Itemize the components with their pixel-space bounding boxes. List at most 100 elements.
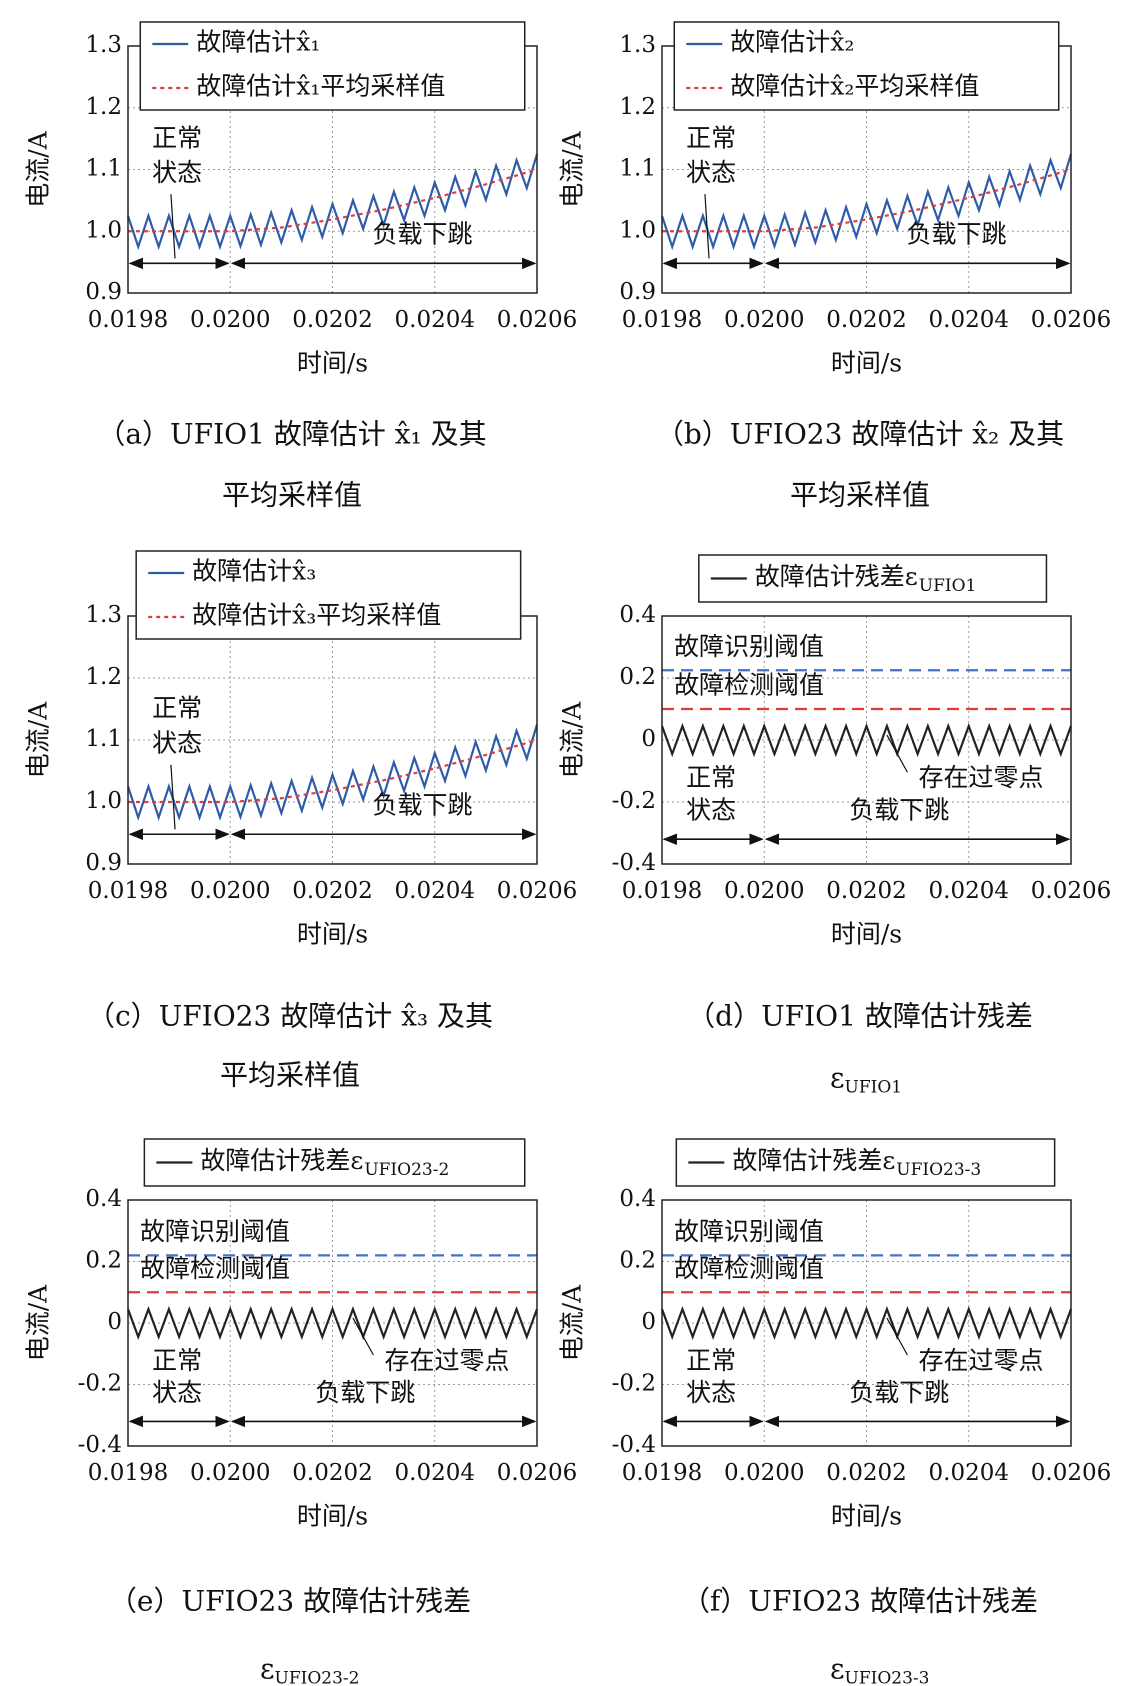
legend-label-sub: UFIO1 [919, 576, 977, 596]
caption-sub: UFIO1 [845, 1078, 903, 1098]
legend: 故障估计残差ε UFIO23-3 [675, 1138, 1056, 1187]
span-label: 状态 [152, 158, 202, 187]
x-tick-label: 0.0200 [190, 1460, 270, 1486]
x-tick-label: 0.0200 [724, 1460, 804, 1486]
leader-line [352, 1317, 374, 1356]
x-tick-label: 0.0202 [292, 307, 372, 333]
x-tick-label: 0.0202 [826, 878, 906, 904]
data-line [660, 722, 1073, 758]
x-tick-label: 0.0202 [292, 878, 372, 904]
span-label: 负载下跳 [315, 1378, 415, 1407]
legend: 故障估计x̂₃ 故障估计x̂₃平均采样值 [135, 550, 522, 640]
y-tick-label: -0.2 [612, 788, 656, 814]
y-tick-label: 0.4 [619, 602, 656, 628]
threshold-label: 故障识别阈值 [674, 1217, 824, 1246]
span-label: 负载下跳 [849, 795, 949, 824]
span-label: 负载下跳 [849, 1378, 949, 1407]
legend-label: 故障估计x̂₃平均采样值 [192, 601, 441, 630]
legend-label: 故障估计x̂₂平均采样值 [730, 72, 979, 101]
leader-line [170, 764, 176, 830]
x-tick-label: 0.0204 [929, 1460, 1009, 1486]
data-line [662, 168, 1072, 233]
legend-box [135, 550, 522, 640]
data-line [126, 1305, 539, 1341]
x-tick-label: 0.0200 [190, 307, 270, 333]
y-tick-label: -0.4 [612, 1432, 656, 1458]
y-tick-label: 0.2 [619, 1248, 656, 1274]
leader-line [886, 734, 908, 773]
x-tick-label: 0.0202 [292, 1460, 372, 1486]
y-tick-label: 1.3 [85, 32, 122, 58]
caption: （b）UFIO23 故障估计 x̂₂ 及其 [656, 418, 1064, 451]
x-axis-label: 时间/s [297, 1502, 368, 1531]
span-label: 负载下跳 [372, 790, 472, 819]
x-tick-label: 0.0200 [724, 878, 804, 904]
y-tick-label: 1.1 [619, 156, 656, 182]
x-tick-label: 0.0204 [929, 307, 1009, 333]
y-tick-label: 0.4 [85, 1186, 122, 1212]
y-tick-label: -0.2 [612, 1371, 656, 1397]
x-tick-label: 0.0206 [497, 1460, 577, 1486]
annotation: 存在过零点 [919, 763, 1044, 792]
legend-label: 故障估计残差ε [755, 562, 918, 591]
data-line [660, 1305, 1073, 1341]
caption: ε [260, 1653, 275, 1686]
y-tick-label: 1.0 [85, 217, 122, 243]
y-tick-label: -0.4 [612, 850, 656, 876]
plot-frame [127, 1199, 538, 1447]
x-tick-label: 0.0204 [395, 307, 475, 333]
y-tick-label: 1.3 [85, 602, 122, 628]
threshold-label: 故障检测阈值 [674, 671, 824, 700]
threshold-label: 故障检测阈值 [674, 1254, 824, 1283]
data-line [126, 724, 539, 822]
caption: （c）UFIO23 故障估计 x̂₃ 及其 [87, 1000, 493, 1033]
x-tick-label: 0.0204 [929, 878, 1009, 904]
span-label: 正常 [686, 123, 736, 152]
legend-label: 故障估计x̂₁平均采样值 [196, 72, 445, 101]
x-axis-label: 时间/s [831, 349, 902, 378]
y-tick-label: 1.2 [85, 664, 122, 690]
caption: （e）UFIO23 故障估计残差 [109, 1585, 471, 1618]
x-tick-label: 0.0198 [88, 1460, 168, 1486]
x-tick-label: 0.0206 [497, 878, 577, 904]
y-tick-label: 0 [107, 1309, 122, 1335]
x-axis-label: 时间/s [297, 349, 368, 378]
span-label: 正常 [152, 1346, 202, 1375]
x-tick-label: 0.0204 [395, 1460, 475, 1486]
x-tick-label: 0.0206 [497, 307, 577, 333]
legend-label: 故障估计x̂₃ [192, 557, 316, 586]
y-tick-label: 1.0 [619, 217, 656, 243]
caption: ε [830, 1653, 845, 1686]
legend-box [139, 21, 526, 111]
legend: 故障估计残差ε UFIO23-2 [143, 1138, 526, 1187]
caption: 平均采样值 [790, 479, 930, 512]
span-label: 负载下跳 [906, 220, 1006, 249]
x-tick-label: 0.0198 [88, 878, 168, 904]
caption: 平均采样值 [220, 1059, 360, 1092]
y-tick-label: -0.2 [78, 1371, 122, 1397]
y-tick-label: 1.1 [85, 726, 122, 752]
data-line [128, 168, 538, 233]
x-tick-label: 0.0204 [395, 878, 475, 904]
x-tick-label: 0.0200 [724, 307, 804, 333]
y-tick-label: 0 [641, 1309, 656, 1335]
span-label: 状态 [152, 728, 202, 757]
data-line [126, 153, 539, 251]
legend-label-sub: UFIO23-3 [896, 1160, 981, 1180]
x-tick-label: 0.0202 [826, 307, 906, 333]
legend-label: 故障估计x̂₂ [730, 28, 854, 57]
span-label: 正常 [686, 763, 736, 792]
x-axis-label: 时间/s [297, 920, 368, 949]
y-tick-label: 0.2 [85, 1248, 122, 1274]
y-tick-label: 1.2 [85, 94, 122, 120]
data-line [128, 738, 538, 804]
y-tick-label: -0.4 [78, 1432, 122, 1458]
y-tick-label: 1.0 [85, 788, 122, 814]
y-tick-label: 0 [641, 726, 656, 752]
x-tick-label: 0.0202 [826, 1460, 906, 1486]
caption: （d）UFIO1 故障估计残差 [687, 1000, 1033, 1033]
x-tick-label: 0.0206 [1031, 878, 1111, 904]
span-label: 正常 [152, 694, 202, 723]
legend-label: 故障估计x̂₁ [196, 28, 320, 57]
data-line [660, 153, 1073, 251]
